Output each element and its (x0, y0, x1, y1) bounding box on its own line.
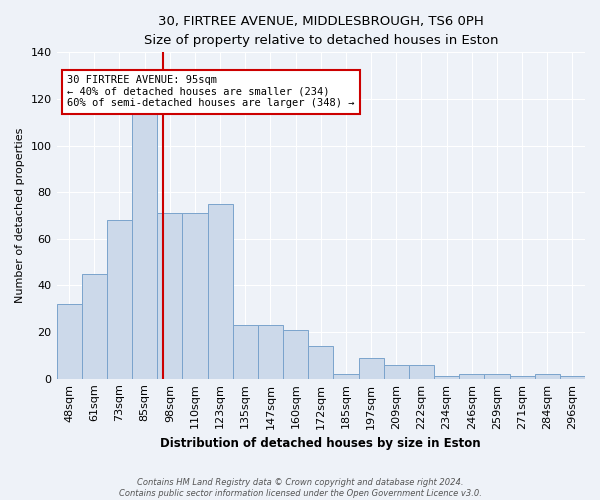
Bar (107, 220, 132, 378)
Bar (132, 68, 157, 378)
Bar (334, 374, 359, 378)
Title: 30, FIRTREE AVENUE, MIDDLESBROUGH, TS6 0PH
Size of property relative to detached: 30, FIRTREE AVENUE, MIDDLESBROUGH, TS6 0… (143, 15, 498, 47)
Y-axis label: Number of detached properties: Number of detached properties (15, 128, 25, 303)
Bar (82, 274, 107, 378)
Bar (308, 346, 334, 378)
Text: Contains HM Land Registry data © Crown copyright and database right 2024.
Contai: Contains HM Land Registry data © Crown c… (119, 478, 481, 498)
Bar (359, 358, 383, 378)
Bar (56, 304, 82, 378)
Bar (233, 325, 258, 378)
Bar (459, 374, 484, 378)
Bar (258, 325, 283, 378)
Bar (560, 376, 585, 378)
X-axis label: Distribution of detached houses by size in Eston: Distribution of detached houses by size … (160, 437, 481, 450)
Bar (182, 213, 208, 378)
Bar (208, 204, 233, 378)
Bar (535, 374, 560, 378)
Bar (409, 364, 434, 378)
Bar (434, 376, 459, 378)
Text: 30 FIRTREE AVENUE: 95sqm
← 40% of detached houses are smaller (234)
60% of semi-: 30 FIRTREE AVENUE: 95sqm ← 40% of detach… (67, 75, 355, 108)
Bar (283, 330, 308, 378)
Bar (157, 213, 182, 378)
Bar (484, 374, 509, 378)
Bar (509, 376, 535, 378)
Bar (383, 364, 409, 378)
